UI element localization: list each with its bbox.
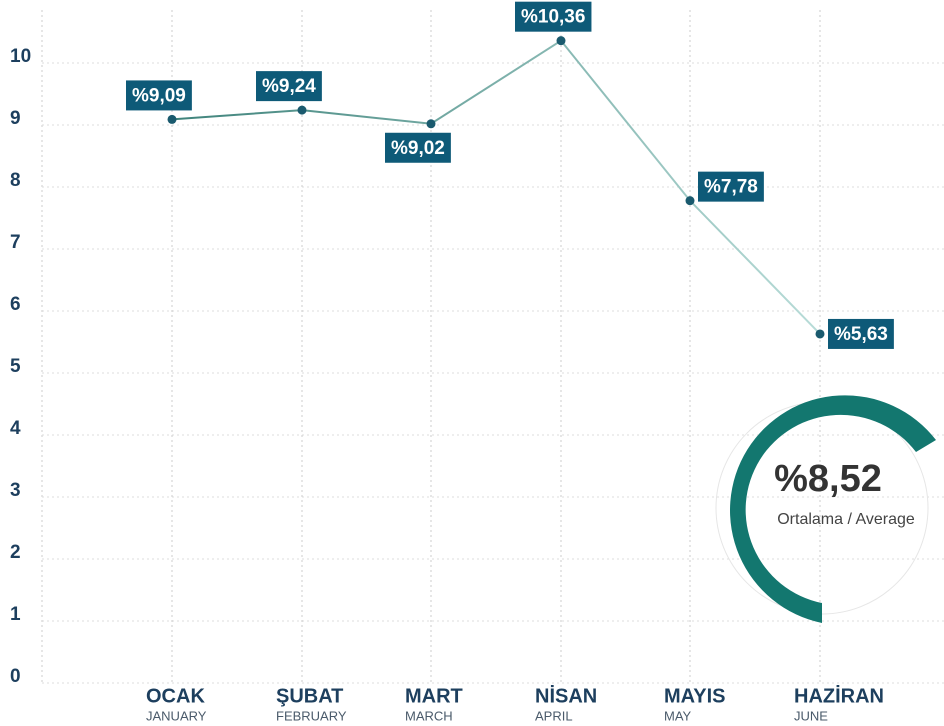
- value-label: %5,63: [834, 324, 888, 345]
- x-tick-sublabel: FEBRUARY: [276, 708, 347, 723]
- value-label-box: [515, 1, 592, 32]
- y-tick-label: 0: [10, 666, 21, 687]
- average-donut: %8,52 Ortalama / Average: [715, 395, 936, 623]
- value-label: %9,24: [262, 76, 316, 97]
- value-label: %7,78: [704, 177, 758, 198]
- x-tick-label: NİSAN: [535, 684, 597, 707]
- value-label-box: [385, 132, 451, 163]
- value-label-box: [256, 71, 322, 102]
- point: [167, 114, 177, 124]
- y-tick-label: 2: [10, 542, 21, 563]
- value-label-box: [126, 80, 192, 111]
- x-tick-sublabel: JANUARY: [146, 708, 207, 723]
- x-tick-label: MAYIS: [664, 685, 726, 707]
- x-tick-sublabel: APRIL: [535, 708, 573, 723]
- average-caption: Ortalama / Average: [777, 511, 915, 528]
- value-label-box: [698, 171, 764, 202]
- y-tick-label: 4: [10, 418, 21, 439]
- point: [685, 196, 695, 206]
- donut-arc: [730, 395, 936, 623]
- x-tick-label: ŞUBAT: [276, 685, 343, 707]
- y-tick-label: 10: [10, 46, 31, 67]
- x-tick-sublabel: MAY: [664, 708, 692, 723]
- y-tick-label: 3: [10, 480, 21, 501]
- x-tick-sublabel: MARCH: [405, 708, 453, 723]
- y-tick-label: 6: [10, 294, 21, 315]
- x-tick-sublabel: JUNE: [794, 708, 828, 723]
- x-tick-label: OCAK: [146, 685, 205, 707]
- y-tick-label: 9: [10, 108, 21, 129]
- point: [426, 119, 436, 129]
- point: [815, 329, 825, 339]
- value-label: %10,36: [521, 7, 585, 28]
- value-label: %9,09: [132, 85, 186, 106]
- value-label: %9,02: [391, 138, 445, 159]
- average-value: %8,52: [774, 458, 882, 500]
- x-tick-label: MART: [405, 685, 463, 707]
- x-tick-label: HAZİRAN: [794, 684, 884, 707]
- y-tick-label: 1: [10, 604, 21, 625]
- line: [171, 39, 821, 335]
- point: [297, 105, 307, 115]
- value-label-box: [828, 318, 894, 349]
- y-tick-label: 5: [10, 356, 21, 377]
- y-tick-label: 7: [10, 232, 21, 253]
- point: [556, 36, 566, 46]
- donut-track: [715, 401, 929, 615]
- y-tick-label: 8: [10, 170, 21, 191]
